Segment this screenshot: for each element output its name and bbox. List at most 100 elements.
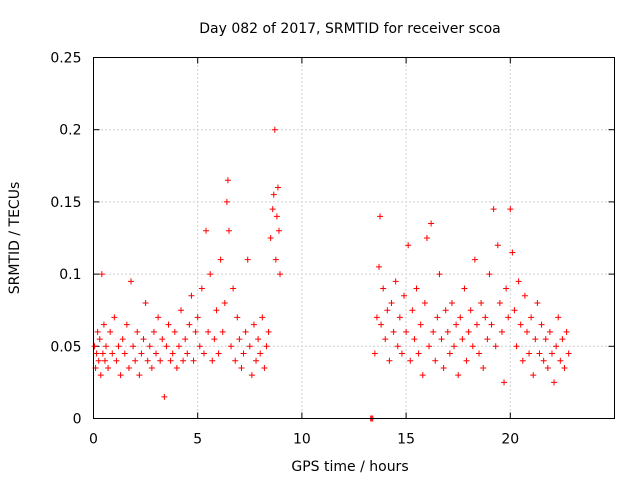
data-point — [150, 328, 157, 335]
data-point — [219, 328, 226, 335]
data-point — [471, 256, 478, 263]
data-point — [186, 321, 193, 328]
data-point — [557, 357, 564, 364]
data-point — [398, 350, 405, 357]
data-point — [134, 328, 141, 335]
data-point — [494, 242, 501, 249]
plot-frame — [93, 57, 615, 419]
data-point — [269, 206, 276, 213]
data-point — [173, 364, 180, 371]
y-axis-label: SRMTID / TECUs — [7, 182, 23, 295]
data-point — [217, 256, 224, 263]
x-tick-label: 10 — [293, 432, 311, 448]
data-point — [388, 299, 395, 306]
data-point — [488, 321, 495, 328]
y-tick-label: 0.15 — [50, 195, 81, 211]
data-point — [377, 213, 384, 220]
data-point — [453, 321, 460, 328]
data-point — [486, 271, 493, 278]
data-points — [91, 126, 572, 422]
data-point — [392, 278, 399, 285]
data-point — [513, 343, 520, 350]
data-point — [526, 350, 533, 357]
y-tick-label: 0.2 — [59, 123, 81, 139]
data-point — [94, 328, 101, 335]
data-point — [509, 249, 516, 256]
data-point — [213, 307, 220, 314]
data-point — [440, 364, 447, 371]
data-point — [225, 227, 232, 234]
data-point — [515, 278, 522, 285]
data-point — [496, 299, 503, 306]
data-point — [426, 343, 433, 350]
data-point — [409, 307, 416, 314]
data-point — [194, 314, 201, 321]
x-tick-label: 15 — [397, 432, 415, 448]
data-point — [413, 285, 420, 292]
data-point — [507, 206, 514, 213]
data-point — [259, 314, 266, 321]
data-point — [373, 314, 380, 321]
data-point — [272, 256, 279, 263]
data-point — [530, 372, 537, 379]
data-point — [123, 321, 130, 328]
data-point — [101, 357, 108, 364]
data-point — [446, 350, 453, 357]
data-point — [111, 314, 118, 321]
axis-ticks: 0 5 10 15 20 0 0.05 0.1 0.15 0.2 0.25 — [50, 51, 615, 448]
data-point — [161, 393, 168, 400]
data-point — [501, 379, 508, 386]
data-point — [553, 343, 560, 350]
data-point — [405, 242, 412, 249]
y-tick-label: 0.25 — [50, 51, 81, 67]
data-point — [461, 285, 468, 292]
data-point — [473, 321, 480, 328]
data-point — [517, 321, 524, 328]
data-point — [165, 321, 172, 328]
data-point — [267, 235, 274, 241]
data-point — [521, 292, 528, 299]
data-point — [184, 350, 191, 357]
data-point — [534, 299, 541, 306]
data-point — [117, 372, 124, 379]
data-point — [376, 263, 383, 270]
chart-title: Day 082 of 2017, SRMTID for receiver sco… — [199, 21, 501, 37]
data-point — [563, 328, 570, 335]
data-point — [384, 307, 391, 314]
data-point — [93, 350, 100, 357]
data-point — [457, 314, 464, 321]
data-point — [211, 336, 218, 343]
data-point — [265, 328, 272, 335]
data-point — [240, 350, 247, 357]
data-point — [532, 336, 539, 343]
data-point — [224, 177, 231, 184]
data-point — [128, 278, 135, 285]
data-point — [415, 350, 422, 357]
data-point — [130, 343, 137, 350]
data-point — [221, 299, 228, 306]
data-point — [207, 271, 214, 278]
data-point — [236, 336, 243, 343]
data-point — [551, 379, 558, 386]
data-point — [121, 350, 128, 357]
data-point — [203, 227, 210, 234]
data-point — [261, 364, 268, 371]
grid-lines — [93, 57, 615, 419]
data-point — [492, 343, 499, 350]
data-point — [434, 314, 441, 321]
data-point — [390, 328, 397, 335]
data-point — [242, 328, 249, 335]
data-point — [115, 343, 122, 350]
data-point — [125, 364, 132, 371]
data-point — [419, 372, 426, 379]
data-point — [119, 336, 126, 343]
data-point — [95, 357, 102, 364]
data-point — [250, 321, 257, 328]
data-point — [263, 343, 270, 350]
data-point — [476, 350, 483, 357]
data-point — [157, 357, 164, 364]
data-point — [448, 299, 455, 306]
data-point — [380, 285, 387, 292]
data-point — [223, 198, 230, 205]
data-point — [273, 213, 280, 220]
